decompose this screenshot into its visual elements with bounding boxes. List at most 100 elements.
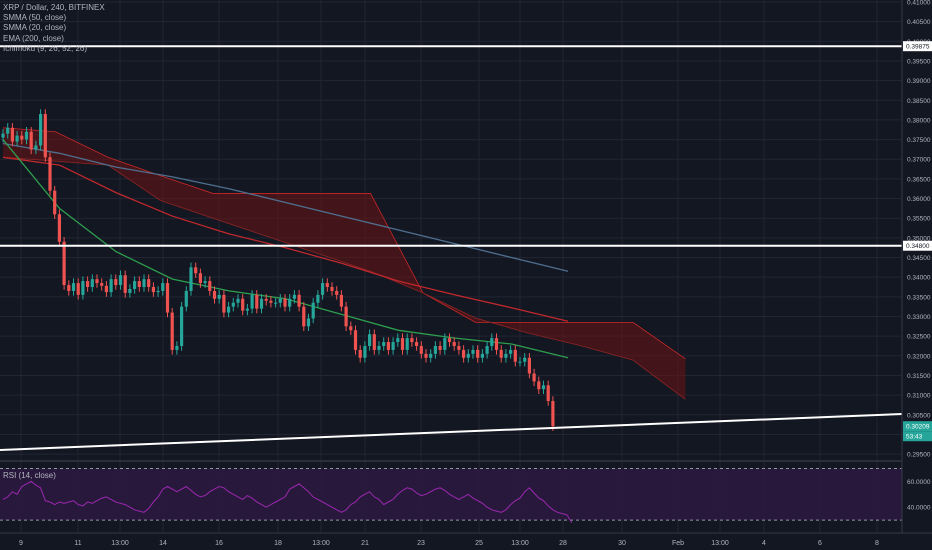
candle-body bbox=[114, 279, 118, 286]
candle bbox=[20, 130, 24, 145]
candle-body bbox=[321, 283, 325, 295]
candle bbox=[165, 278, 170, 318]
candle bbox=[1, 128, 5, 143]
rsi-legend[interactable]: RSI (14, close) bbox=[3, 471, 56, 480]
candle-body bbox=[231, 302, 235, 307]
candle bbox=[10, 123, 14, 147]
price-label-countdown: 53:43 bbox=[906, 434, 923, 441]
candle-body bbox=[462, 349, 466, 358]
candle bbox=[24, 126, 29, 145]
horizontal-lines[interactable] bbox=[0, 45, 902, 247]
candle-body bbox=[118, 275, 123, 286]
candle bbox=[485, 341, 489, 359]
candle bbox=[86, 276, 90, 292]
candle-body bbox=[471, 349, 475, 354]
trendline[interactable] bbox=[0, 413, 903, 451]
candle-body bbox=[377, 345, 381, 350]
time-tick-label: 13:00 bbox=[511, 540, 529, 547]
candle bbox=[527, 353, 531, 379]
candle-body bbox=[386, 342, 390, 350]
candle bbox=[180, 301, 184, 351]
candle-body bbox=[81, 281, 85, 295]
candle-body bbox=[217, 294, 221, 299]
candle-body bbox=[546, 385, 550, 402]
candle-body bbox=[156, 290, 160, 293]
candle-body bbox=[198, 273, 202, 284]
price-tick-label: 0.31500 bbox=[907, 373, 931, 380]
candle-body bbox=[438, 345, 442, 350]
candle bbox=[462, 345, 466, 363]
price-tick-label: 0.34500 bbox=[907, 255, 931, 262]
candle bbox=[241, 294, 245, 316]
price-tick-label: 0.33500 bbox=[907, 294, 931, 301]
candle bbox=[109, 274, 113, 297]
time-tick-label: 8 bbox=[875, 540, 879, 547]
symbol-title[interactable]: XRP / Dollar, 240, BITFINEX bbox=[3, 3, 105, 12]
candle bbox=[325, 278, 329, 292]
price-tick-label: 0.37500 bbox=[907, 137, 931, 144]
time-tick-label: 11 bbox=[74, 540, 81, 547]
candle bbox=[551, 396, 555, 431]
candle bbox=[532, 368, 536, 387]
time-axis[interactable]: 9 11 13:00 14 16 18 13:00 21 23 25 13:00 28 30 Feb 13:… bbox=[0, 532, 932, 547]
candle-body bbox=[264, 298, 268, 301]
candle bbox=[466, 349, 470, 363]
candle bbox=[29, 126, 33, 155]
candle-body bbox=[170, 312, 174, 350]
candle-body bbox=[161, 283, 165, 291]
price-tick-label: 0.38500 bbox=[907, 98, 931, 105]
candle-body bbox=[283, 298, 287, 307]
cloud-bottom-line bbox=[2, 156, 686, 400]
candle bbox=[400, 333, 405, 355]
candle-body bbox=[494, 338, 499, 350]
time-tick-label: 25 bbox=[475, 540, 483, 547]
candle-body bbox=[184, 290, 188, 307]
candle bbox=[452, 337, 456, 351]
candle-body bbox=[532, 373, 536, 382]
candle bbox=[349, 321, 353, 335]
candlesticks[interactable] bbox=[1, 109, 555, 431]
candle-body bbox=[447, 338, 452, 343]
candle bbox=[48, 152, 52, 196]
time-tick-label: 6 bbox=[818, 540, 822, 547]
candle-body bbox=[212, 290, 217, 299]
candle bbox=[198, 268, 202, 288]
candle-body bbox=[480, 353, 484, 358]
candle bbox=[523, 353, 527, 367]
candle-body bbox=[67, 285, 71, 291]
time-tick-label: 30 bbox=[618, 540, 626, 547]
candle bbox=[76, 278, 80, 300]
legend-ema200[interactable]: EMA (200, close) bbox=[3, 33, 64, 43]
candle bbox=[6, 123, 10, 139]
candle bbox=[537, 376, 541, 394]
candle-body bbox=[34, 145, 38, 150]
candle bbox=[321, 278, 325, 300]
legend-smma50[interactable]: SMMA (50, close) bbox=[3, 13, 67, 23]
candle-body bbox=[339, 294, 343, 307]
legend-smma20[interactable]: SMMA (20, close) bbox=[3, 23, 67, 33]
candle-body bbox=[241, 298, 245, 311]
candle bbox=[339, 290, 343, 312]
price-tick-label: 0.39500 bbox=[907, 58, 931, 65]
candle-body bbox=[297, 294, 301, 307]
price-axis[interactable]: 0.410000.405000.400000.395000.390000.385… bbox=[901, 0, 932, 550]
candle bbox=[274, 298, 278, 308]
price-tick-label: 0.33000 bbox=[907, 314, 931, 321]
time-tick-label: Feb bbox=[672, 540, 684, 547]
rsi-tick-label: 40.0000 bbox=[907, 505, 931, 512]
support-trendline bbox=[0, 413, 903, 451]
candle bbox=[518, 356, 522, 367]
time-tick-label: 28 bbox=[559, 540, 567, 547]
price-tick-label: 0.35500 bbox=[907, 216, 931, 223]
candle-body bbox=[259, 298, 264, 309]
candle-body bbox=[189, 267, 193, 291]
candle-body bbox=[151, 287, 155, 293]
candle bbox=[443, 333, 447, 355]
candle-body bbox=[142, 279, 146, 288]
candle bbox=[175, 341, 179, 355]
price-label-countdown-bg bbox=[903, 431, 932, 442]
candle bbox=[114, 274, 118, 290]
legend-ichimoku[interactable]: Ichimoku (9, 26, 52, 26) bbox=[3, 43, 88, 53]
